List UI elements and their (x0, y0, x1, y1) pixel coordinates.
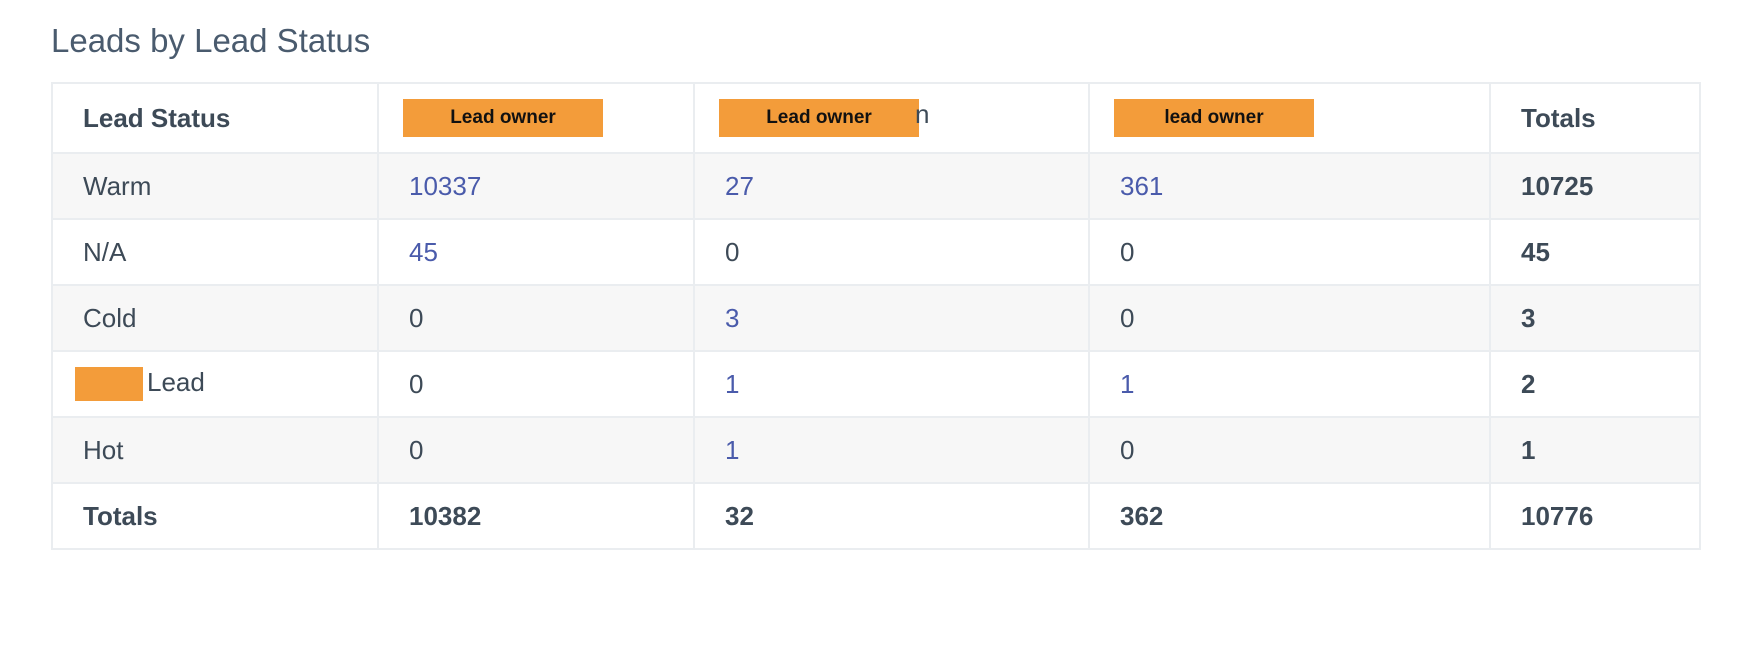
row-total: 10725 (1489, 152, 1701, 220)
row-label: Lead (51, 350, 379, 418)
row-total: 3 (1489, 284, 1701, 352)
row-label: N/A (51, 218, 379, 286)
owner-name-tail: n (915, 99, 930, 129)
column-total: 10382 (377, 482, 695, 550)
cell-value: 0 (1120, 236, 1135, 267)
redacted-owner-name: Lead owner (403, 99, 603, 137)
cell-value: 0 (725, 236, 740, 267)
row-total: 1 (1489, 416, 1701, 484)
column-total: 32 (693, 482, 1090, 550)
row-label: Warm (51, 152, 379, 220)
redacted-owner-name: lead owner (1114, 99, 1314, 137)
cell-value-link[interactable]: 1 (725, 368, 740, 399)
table-row: Cold 0 3 0 3 (51, 284, 1701, 352)
table-row: Lead 0 1 1 2 (51, 350, 1701, 418)
cell-value-link[interactable]: 27 (725, 170, 754, 201)
column-total: 362 (1088, 482, 1491, 550)
cell-value-link[interactable]: 1 (1120, 368, 1135, 399)
row-label-text: Lead (147, 366, 205, 397)
cell-value: 0 (1120, 434, 1135, 465)
redacted-owner-name: Lead owner (719, 99, 919, 137)
leads-table: Lead Status Lead owner Lead owner n lead … (51, 82, 1701, 550)
cell-value-link[interactable]: 361 (1120, 170, 1164, 201)
column-header-totals[interactable]: Totals (1489, 82, 1701, 154)
totals-row: Totals 10382 32 362 10776 (51, 482, 1701, 550)
totals-label: Totals (51, 482, 379, 550)
table-row: Warm 10337 27 361 10725 (51, 152, 1701, 220)
cell-value: 0 (409, 434, 424, 465)
cell-value-link[interactable]: 45 (409, 236, 438, 267)
column-header-lead-status[interactable]: Lead Status (51, 82, 379, 154)
cell-value-link[interactable]: 1 (725, 434, 740, 465)
report-title: Leads by Lead Status (51, 22, 371, 59)
row-total: 45 (1489, 218, 1701, 286)
cell-value: 0 (1120, 302, 1135, 333)
grand-total: 10776 (1489, 482, 1701, 550)
row-label: Cold (51, 284, 379, 352)
column-header-owner-3[interactable]: lead owner (1088, 82, 1491, 154)
table-row: Hot 0 1 0 1 (51, 416, 1701, 484)
cell-value-link[interactable]: 10337 (409, 170, 482, 201)
column-header-owner-2[interactable]: Lead owner n (693, 82, 1090, 154)
column-header-owner-1[interactable]: Lead owner (377, 82, 695, 154)
row-label: Hot (51, 416, 379, 484)
row-total: 2 (1489, 350, 1701, 418)
header-row: Lead Status Lead owner Lead owner n lead … (51, 82, 1701, 154)
cell-value: 0 (409, 302, 424, 333)
redacted-block (75, 367, 143, 402)
cell-value: 0 (409, 368, 424, 399)
cell-value-link[interactable]: 3 (725, 302, 740, 333)
table-row: N/A 45 0 0 45 (51, 218, 1701, 286)
